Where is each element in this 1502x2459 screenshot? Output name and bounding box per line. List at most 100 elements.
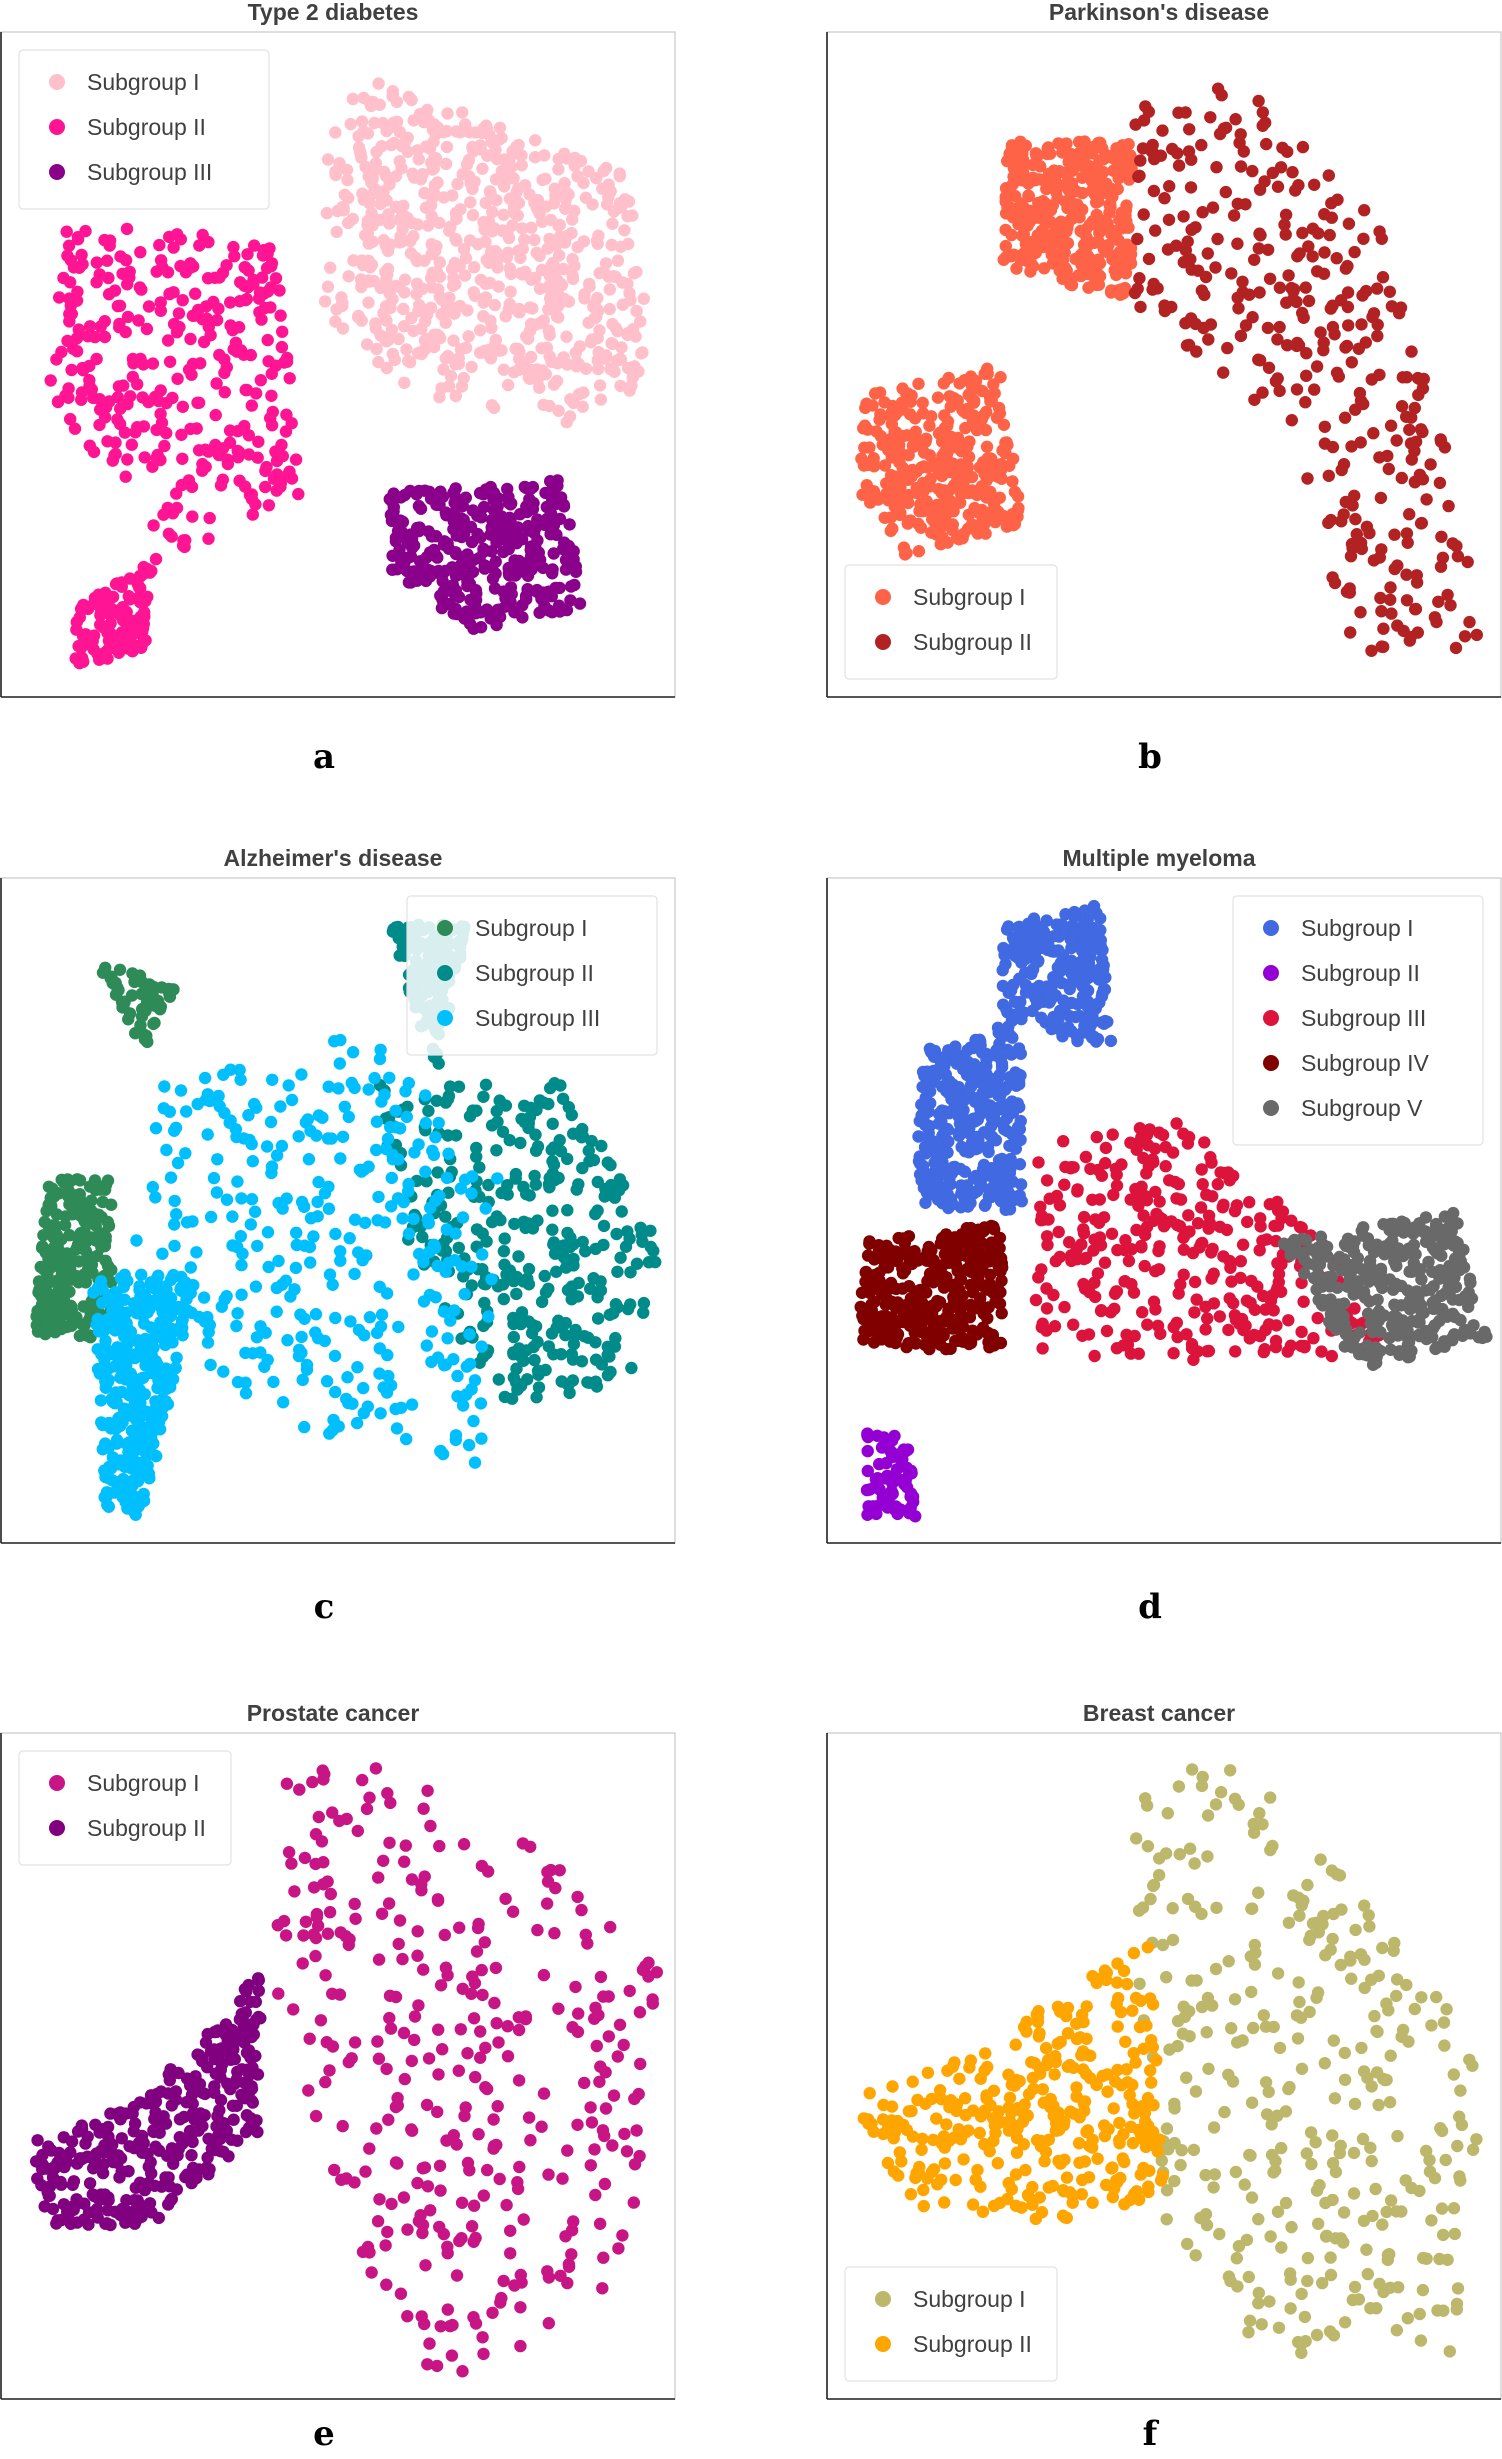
point-1: [985, 1111, 998, 1124]
point-3: [135, 1409, 149, 1423]
point-1: [330, 225, 343, 239]
point-1: [525, 221, 538, 234]
point-2: [1217, 366, 1230, 379]
point-2: [1202, 333, 1215, 346]
point-3: [309, 1326, 322, 1339]
point-3: [123, 1409, 136, 1422]
point-3: [1206, 1190, 1219, 1203]
point-2: [498, 1390, 511, 1404]
point-2: [90, 256, 104, 269]
point-2: [514, 1136, 527, 1150]
point-2: [1252, 94, 1265, 108]
point-1: [1013, 1077, 1026, 1091]
point-3: [419, 1116, 432, 1130]
point-3: [329, 1385, 342, 1399]
point-3: [167, 1268, 180, 1282]
point-1: [1019, 986, 1033, 999]
point-3: [217, 1365, 230, 1378]
point-1: [65, 1200, 79, 1213]
point-1: [562, 295, 576, 308]
point-2: [430, 1094, 443, 1108]
point-3: [465, 1187, 478, 1200]
point-3: [231, 1175, 244, 1188]
point-2: [507, 1346, 520, 1359]
point-1: [932, 1117, 945, 1130]
point-2: [529, 1178, 542, 1191]
point-2: [223, 436, 237, 449]
point-3: [423, 1288, 437, 1302]
point-2: [1326, 440, 1340, 454]
point-2: [102, 271, 115, 285]
point-1: [528, 151, 542, 164]
point-2: [1195, 284, 1209, 297]
point-3: [1032, 1156, 1045, 1169]
point-1: [398, 376, 411, 389]
point-3: [168, 1239, 181, 1253]
point-2: [1318, 246, 1331, 259]
point-1: [984, 485, 997, 499]
point-3: [264, 1115, 278, 1129]
point-1: [1065, 967, 1078, 980]
legend-marker: [875, 634, 891, 650]
point-2: [1239, 319, 1253, 332]
point-1: [1006, 508, 1019, 521]
point-3: [1171, 1330, 1184, 1344]
point-3: [1098, 1256, 1112, 1269]
point-1: [392, 332, 405, 346]
point-3: [432, 1116, 445, 1130]
point-3: [426, 1144, 439, 1158]
point-2: [262, 355, 275, 368]
point-3: [204, 1210, 218, 1224]
point-1: [937, 377, 950, 390]
point-1: [398, 273, 412, 286]
point-3: [307, 1230, 320, 1243]
point-2: [1281, 145, 1294, 158]
point-1: [537, 398, 550, 412]
point-1: [365, 176, 378, 189]
point-3: [1187, 1353, 1200, 1367]
point-3: [407, 565, 420, 578]
point-3: [1088, 1349, 1101, 1363]
point-3: [326, 1278, 339, 1292]
point-1: [65, 1319, 78, 1332]
point-3: [1110, 1168, 1123, 1182]
point-1: [594, 393, 608, 406]
point-3: [126, 1374, 139, 1387]
point-1: [485, 245, 498, 258]
point-3: [133, 1280, 146, 1293]
point-1: [603, 302, 616, 316]
point-2: [1290, 383, 1304, 396]
point-2: [289, 453, 303, 466]
point-1: [1058, 1001, 1071, 1014]
point-3: [246, 1155, 259, 1168]
point-1: [1011, 490, 1025, 503]
point-2: [161, 501, 174, 515]
point-1: [63, 1229, 76, 1242]
point-1: [952, 1110, 965, 1123]
point-2: [1325, 197, 1338, 210]
point-3: [325, 1132, 338, 1145]
point-1: [1124, 241, 1138, 255]
point-1: [961, 1200, 975, 1213]
point-3: [442, 1147, 455, 1160]
point-1: [474, 273, 488, 287]
point-2: [1376, 271, 1390, 284]
point-1: [966, 383, 980, 396]
point-2: [1170, 239, 1183, 252]
point-2: [1263, 272, 1277, 285]
point-2: [210, 313, 224, 327]
point-1: [1000, 436, 1013, 449]
point-2: [621, 1225, 634, 1238]
point-1: [1092, 195, 1105, 208]
point-3: [391, 1192, 405, 1205]
point-3: [425, 1355, 438, 1369]
point-2: [1296, 306, 1309, 320]
point-2: [103, 395, 116, 408]
point-3: [486, 572, 500, 585]
point-1: [73, 1174, 87, 1187]
point-3: [413, 1247, 426, 1261]
point-2: [57, 271, 70, 285]
point-1: [548, 182, 561, 195]
point-1: [605, 337, 618, 350]
